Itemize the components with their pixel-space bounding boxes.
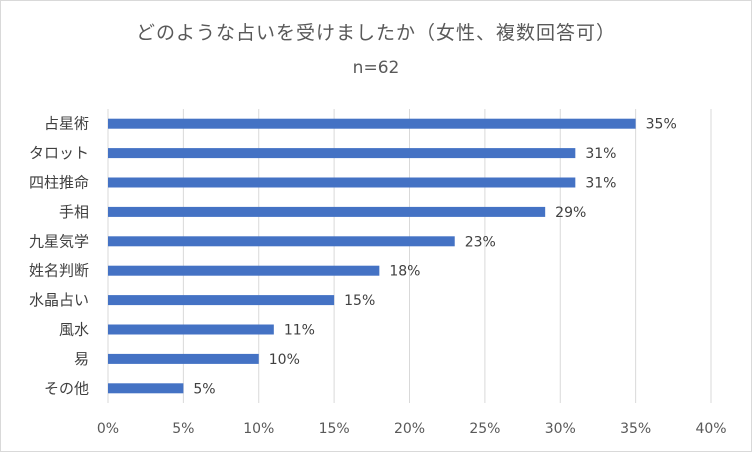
x-tick-label: 0%: [97, 421, 119, 437]
x-tick-label: 10%: [243, 421, 274, 437]
category-label: その他: [44, 379, 89, 397]
bar: [108, 206, 546, 217]
bars: [108, 118, 636, 394]
data-label: 29%: [555, 205, 586, 221]
bar: [108, 265, 380, 276]
x-axis-tick-labels: 0% 5% 10% 15% 20% 25% 30% 35% 40%: [97, 421, 727, 437]
data-label: 11%: [284, 323, 315, 339]
data-label: 5%: [193, 381, 215, 397]
category-label: 水晶占い: [29, 291, 89, 309]
data-labels: 35% 31% 31% 29% 23% 18% 15% 11% 10% 5%: [193, 117, 676, 398]
x-tick-label: 40%: [695, 421, 726, 437]
category-label: 易: [74, 350, 89, 368]
x-tick-label: 5%: [172, 421, 194, 437]
data-label: 23%: [465, 234, 496, 250]
category-label: 九星気学: [29, 232, 89, 250]
chart-subtitle: n=62: [352, 58, 400, 78]
bar: [108, 383, 184, 394]
category-label: 手相: [59, 203, 89, 221]
bar: [108, 148, 576, 159]
bar: [108, 324, 274, 335]
bar: [108, 353, 259, 364]
chart-title: どのような占いを受けましたか（女性、複数回答可）: [135, 22, 616, 44]
bar: [108, 177, 576, 188]
bar: [108, 236, 455, 247]
category-label: 占星術: [44, 115, 89, 133]
data-label: 35%: [646, 117, 677, 133]
bar: [108, 118, 636, 129]
bar: [108, 295, 335, 306]
data-label: 18%: [389, 264, 420, 280]
data-label: 10%: [269, 352, 300, 368]
category-label: 四柱推命: [29, 174, 89, 192]
data-label: 31%: [585, 176, 616, 192]
category-label: 風水: [59, 321, 89, 339]
x-tick-label: 15%: [319, 421, 350, 437]
category-label: タロット: [29, 144, 89, 162]
x-tick-label: 35%: [620, 421, 651, 437]
data-label: 15%: [344, 293, 375, 309]
x-tick-label: 20%: [394, 421, 425, 437]
x-tick-label: 30%: [545, 421, 576, 437]
data-label: 31%: [585, 146, 616, 162]
x-tick-label: 25%: [469, 421, 500, 437]
category-label: 姓名判断: [29, 262, 89, 280]
